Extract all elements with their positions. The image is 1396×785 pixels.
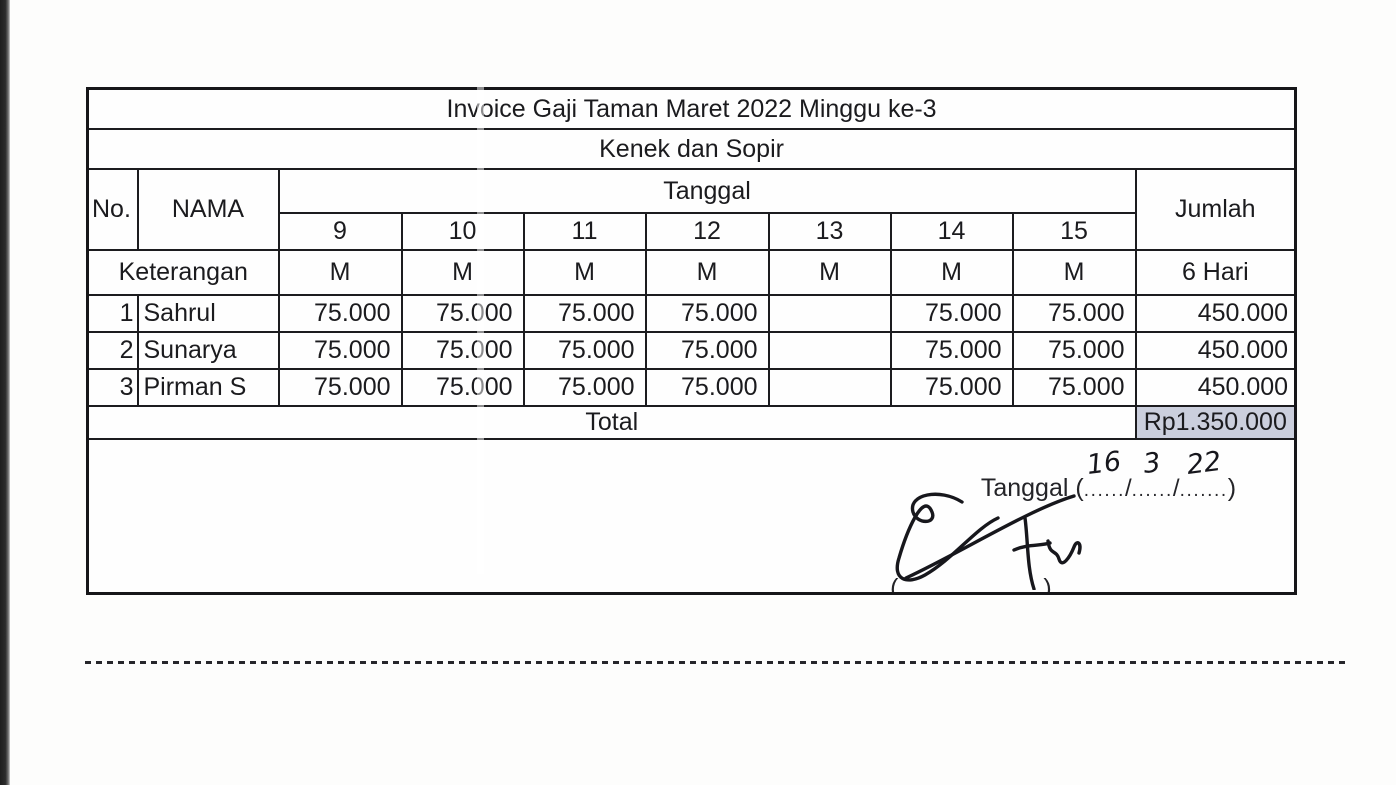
wage-cell: 75.000 xyxy=(889,294,1014,333)
row-number: 1 xyxy=(86,294,139,333)
wage-cell: 75.000 xyxy=(889,331,1014,370)
wage-cell: 75.000 xyxy=(277,294,403,333)
wage-cell: 75.000 xyxy=(522,331,647,370)
scanner-edge-shadow xyxy=(0,0,10,785)
table-row: 2 Sunarya 75.000 75.000 75.000 75.000 75… xyxy=(86,331,1297,370)
wage-cell: 75.000 xyxy=(277,331,403,370)
signature-block: Tanggal (...... 16/...... 3/....... 22) xyxy=(832,446,1242,591)
table-row: 3 Pirman S 75.000 75.000 75.000 75.000 7… xyxy=(86,368,1297,407)
table-dates-row: 9 10 11 12 13 14 15 xyxy=(88,212,1296,251)
worker-name: Sunarya xyxy=(136,331,280,370)
date-column-header: 15 xyxy=(1011,212,1137,251)
wage-cell: 75.000 xyxy=(522,368,647,407)
date-column-header: 13 xyxy=(767,212,892,251)
date-separator: / xyxy=(1172,475,1180,502)
table-header-row: No. NAMA Tanggal Jumlah xyxy=(86,168,1297,251)
invoice-title: Invoice Gaji Taman Maret 2022 Minggu ke-… xyxy=(86,87,1297,130)
signature-name-line: ( .................. ) xyxy=(890,574,1052,594)
attendance-mark: M xyxy=(400,249,525,296)
keterangan-label: Keterangan xyxy=(86,249,280,296)
signature-area: Tanggal (...... 16/...... 3/....... 22) xyxy=(86,438,1297,595)
wage-cell: 75.000 xyxy=(644,331,770,370)
date-year-group: ....... 22 xyxy=(1179,446,1228,503)
attendance-mark: M xyxy=(889,249,1014,296)
invoice-table: Invoice Gaji Taman Maret 2022 Minggu ke-… xyxy=(86,87,1298,595)
wage-cell: 75.000 xyxy=(277,368,403,407)
handwritten-day: 16 xyxy=(1085,446,1124,481)
signature-date-line: Tanggal (...... 16/...... 3/....... 22) xyxy=(980,446,1237,503)
wage-cell: 75.000 xyxy=(400,331,525,370)
total-row: Total Rp1.350.000 xyxy=(86,405,1297,440)
handwritten-year: 22 xyxy=(1184,446,1223,481)
paren-close: ) xyxy=(1227,474,1237,502)
dotted-line: ....... xyxy=(1179,480,1228,501)
table-row: Invoice Gaji Taman Maret 2022 Minggu ke-… xyxy=(86,87,1297,130)
dotted-line: ...... xyxy=(1131,480,1173,501)
date-column-header: 9 xyxy=(277,212,403,251)
paren-open: ( xyxy=(890,574,899,594)
header-tanggal: Tanggal xyxy=(277,168,1137,214)
signature-date-label: Tanggal xyxy=(980,474,1069,502)
keterangan-row: Keterangan M M M M M M M 6 Hari xyxy=(86,249,1297,296)
wage-cell: 75.000 xyxy=(644,294,770,333)
header-jumlah: Jumlah xyxy=(1134,168,1297,251)
row-total: 450.000 xyxy=(1134,294,1297,333)
row-number: 3 xyxy=(86,368,139,407)
attendance-mark: M xyxy=(277,249,403,296)
header-no: No. xyxy=(86,168,139,251)
row-number: 2 xyxy=(86,331,139,370)
dotted-line: .................. xyxy=(905,580,1037,594)
attendance-mark: M xyxy=(767,249,892,296)
worker-name: Pirman S xyxy=(136,368,280,407)
paren-open: ( xyxy=(1075,474,1084,502)
wage-cell: 75.000 xyxy=(1011,368,1137,407)
date-separator: / xyxy=(1124,475,1132,502)
invoice-subtitle: Kenek dan Sopir xyxy=(86,128,1297,170)
table-row: 1 Sahrul 75.000 75.000 75.000 75.000 75.… xyxy=(86,294,1297,333)
date-column-header: 12 xyxy=(644,212,770,251)
date-day-group: ...... 16 xyxy=(1083,446,1125,503)
paren-close: ) xyxy=(1043,574,1052,594)
attendance-mark: M xyxy=(1011,249,1137,296)
days-count: 6 Hari xyxy=(1134,249,1297,296)
dotted-line: ...... xyxy=(1083,480,1125,501)
date-month-group: ...... 3 xyxy=(1131,447,1173,503)
table-row: Kenek dan Sopir xyxy=(86,128,1297,170)
wage-cell: 75.000 xyxy=(1011,331,1137,370)
wage-cell: 75.000 xyxy=(889,368,1014,407)
wage-cell-empty xyxy=(767,294,892,333)
wage-cell: 75.000 xyxy=(400,294,525,333)
row-total: 450.000 xyxy=(1134,331,1297,370)
signature-row: Tanggal (...... 16/...... 3/....... 22) xyxy=(86,438,1297,595)
wage-cell-empty xyxy=(767,368,892,407)
date-column-header: 14 xyxy=(889,212,1014,251)
total-label: Total xyxy=(86,405,1137,440)
signature-scribble xyxy=(895,492,1082,590)
header-nama: NAMA xyxy=(136,168,280,251)
wage-cell: 75.000 xyxy=(400,368,525,407)
grand-total-cell: Rp1.350.000 xyxy=(1134,405,1297,440)
worker-name: Sahrul xyxy=(136,294,280,333)
wage-cell: 75.000 xyxy=(1011,294,1137,333)
handwritten-month: 3 xyxy=(1141,447,1163,480)
date-column-header: 11 xyxy=(522,212,647,251)
wage-cell-empty xyxy=(767,331,892,370)
wage-cell: 75.000 xyxy=(644,368,770,407)
date-column-header: 10 xyxy=(400,212,525,251)
row-total: 450.000 xyxy=(1134,368,1297,407)
dashed-page-divider xyxy=(85,661,1349,664)
wage-cell: 75.000 xyxy=(522,294,647,333)
attendance-mark: M xyxy=(522,249,647,296)
attendance-mark: M xyxy=(644,249,770,296)
